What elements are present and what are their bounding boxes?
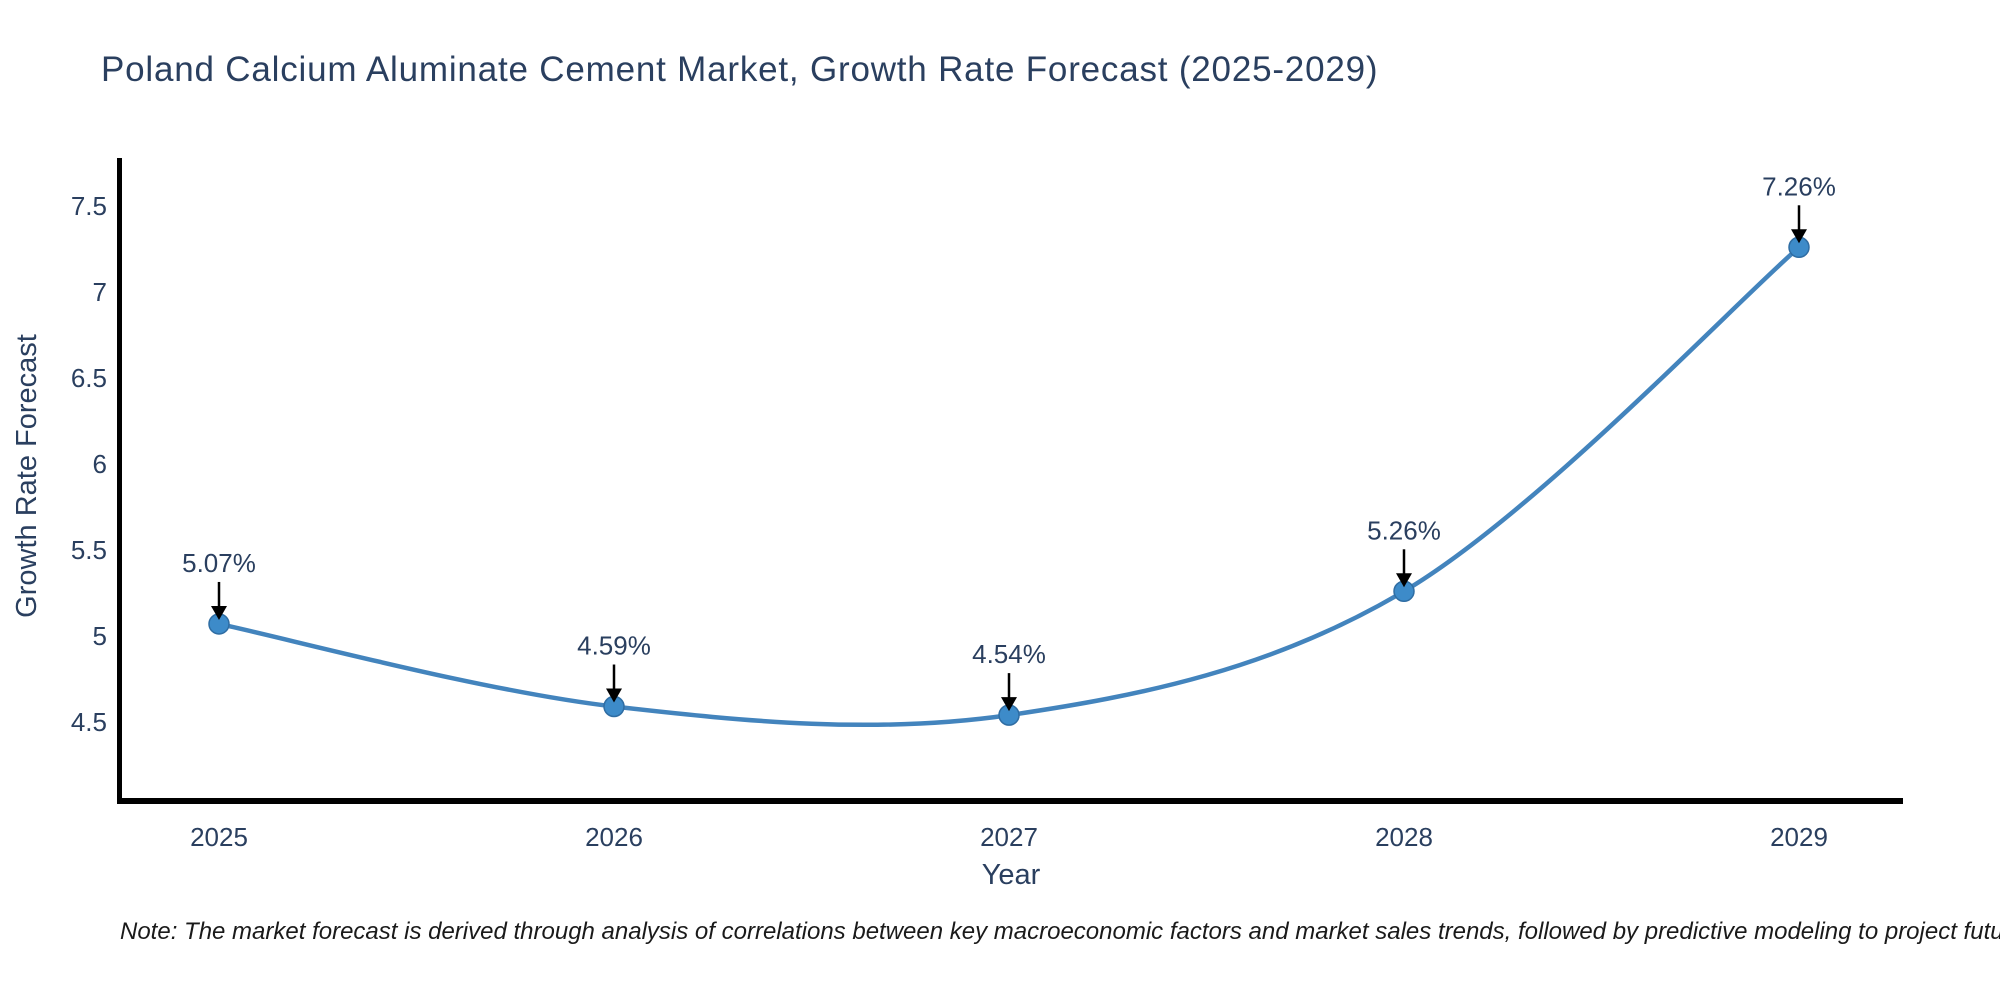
chart-title: Poland Calcium Aluminate Cement Market, …	[101, 50, 1379, 89]
annotation-arrowhead	[606, 688, 622, 703]
point-label: 4.59%	[577, 631, 651, 661]
annotation-arrowhead	[1001, 697, 1017, 712]
annotation-arrowhead	[1791, 229, 1807, 244]
point-label: 7.26%	[1762, 171, 1836, 201]
y-tick-label: 7.5	[71, 191, 107, 221]
point-label: 5.26%	[1367, 515, 1441, 545]
x-tick-label: 2027	[980, 822, 1038, 852]
x-tick-label: 2029	[1770, 822, 1828, 852]
point-label: 5.07%	[182, 548, 256, 578]
annotation-arrowhead	[1396, 573, 1412, 588]
y-axis-title: Growth Rate Forecast	[11, 334, 43, 618]
y-tick-label: 4.5	[71, 707, 107, 737]
y-tick-label: 7	[93, 277, 107, 307]
y-tick-label: 5.5	[71, 535, 107, 565]
y-tick-label: 5	[93, 621, 107, 651]
footnote: Note: The market forecast is derived thr…	[120, 918, 2000, 945]
point-label: 4.54%	[972, 639, 1046, 669]
annotation-arrowhead	[211, 605, 227, 620]
y-tick-label: 6	[93, 449, 107, 479]
x-axis-title: Year	[982, 859, 1041, 891]
x-tick-label: 2028	[1375, 822, 1433, 852]
x-tick-label: 2025	[190, 822, 248, 852]
y-tick-label: 6.5	[71, 363, 107, 393]
x-tick-label: 2026	[585, 822, 643, 852]
